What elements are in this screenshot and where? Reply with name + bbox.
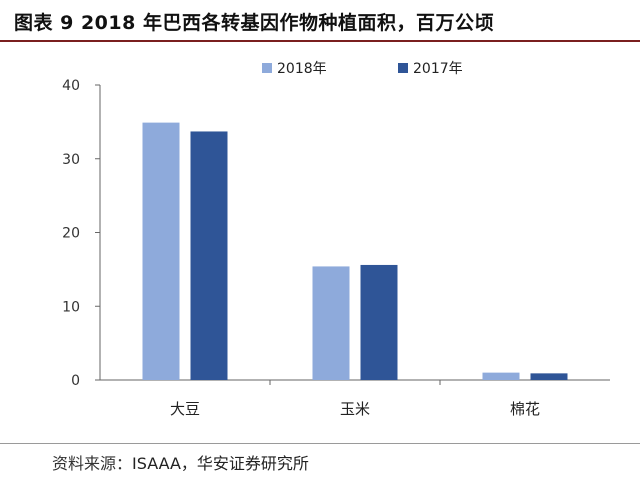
legend-swatch	[262, 63, 272, 73]
y-tick-label: 30	[62, 152, 80, 168]
x-tick-label: 大豆	[170, 400, 200, 418]
bar-chart: 0 10 20 30 40 大豆 玉米 棉花 2018年 2017年	[62, 61, 610, 418]
x-tick-label: 棉花	[510, 400, 540, 418]
y-tick-label: 20	[62, 226, 80, 242]
source-label: 资料来源：	[52, 454, 133, 473]
legend-label: 2018年	[277, 61, 327, 77]
legend-swatch	[398, 63, 408, 73]
legend-label: 2017年	[413, 61, 463, 77]
bar	[190, 131, 228, 380]
title-divider	[0, 40, 640, 42]
y-tick-label: 0	[71, 373, 80, 389]
bar	[360, 264, 398, 380]
bar	[312, 266, 350, 380]
source-text: ISAAA，华安证券研究所	[132, 454, 309, 473]
source-note: 资料来源：ISAAA，华安证券研究所	[52, 450, 309, 474]
y-tick-label: 10	[62, 299, 80, 315]
y-tick-label: 40	[62, 78, 80, 94]
chart-title: 图表 9 2018 年巴西各转基因作物种植面积，百万公顷	[14, 12, 494, 34]
source-divider	[0, 443, 640, 444]
bar	[530, 373, 568, 380]
bar	[482, 372, 520, 380]
x-tick-label: 玉米	[340, 400, 370, 418]
bar	[142, 122, 180, 381]
